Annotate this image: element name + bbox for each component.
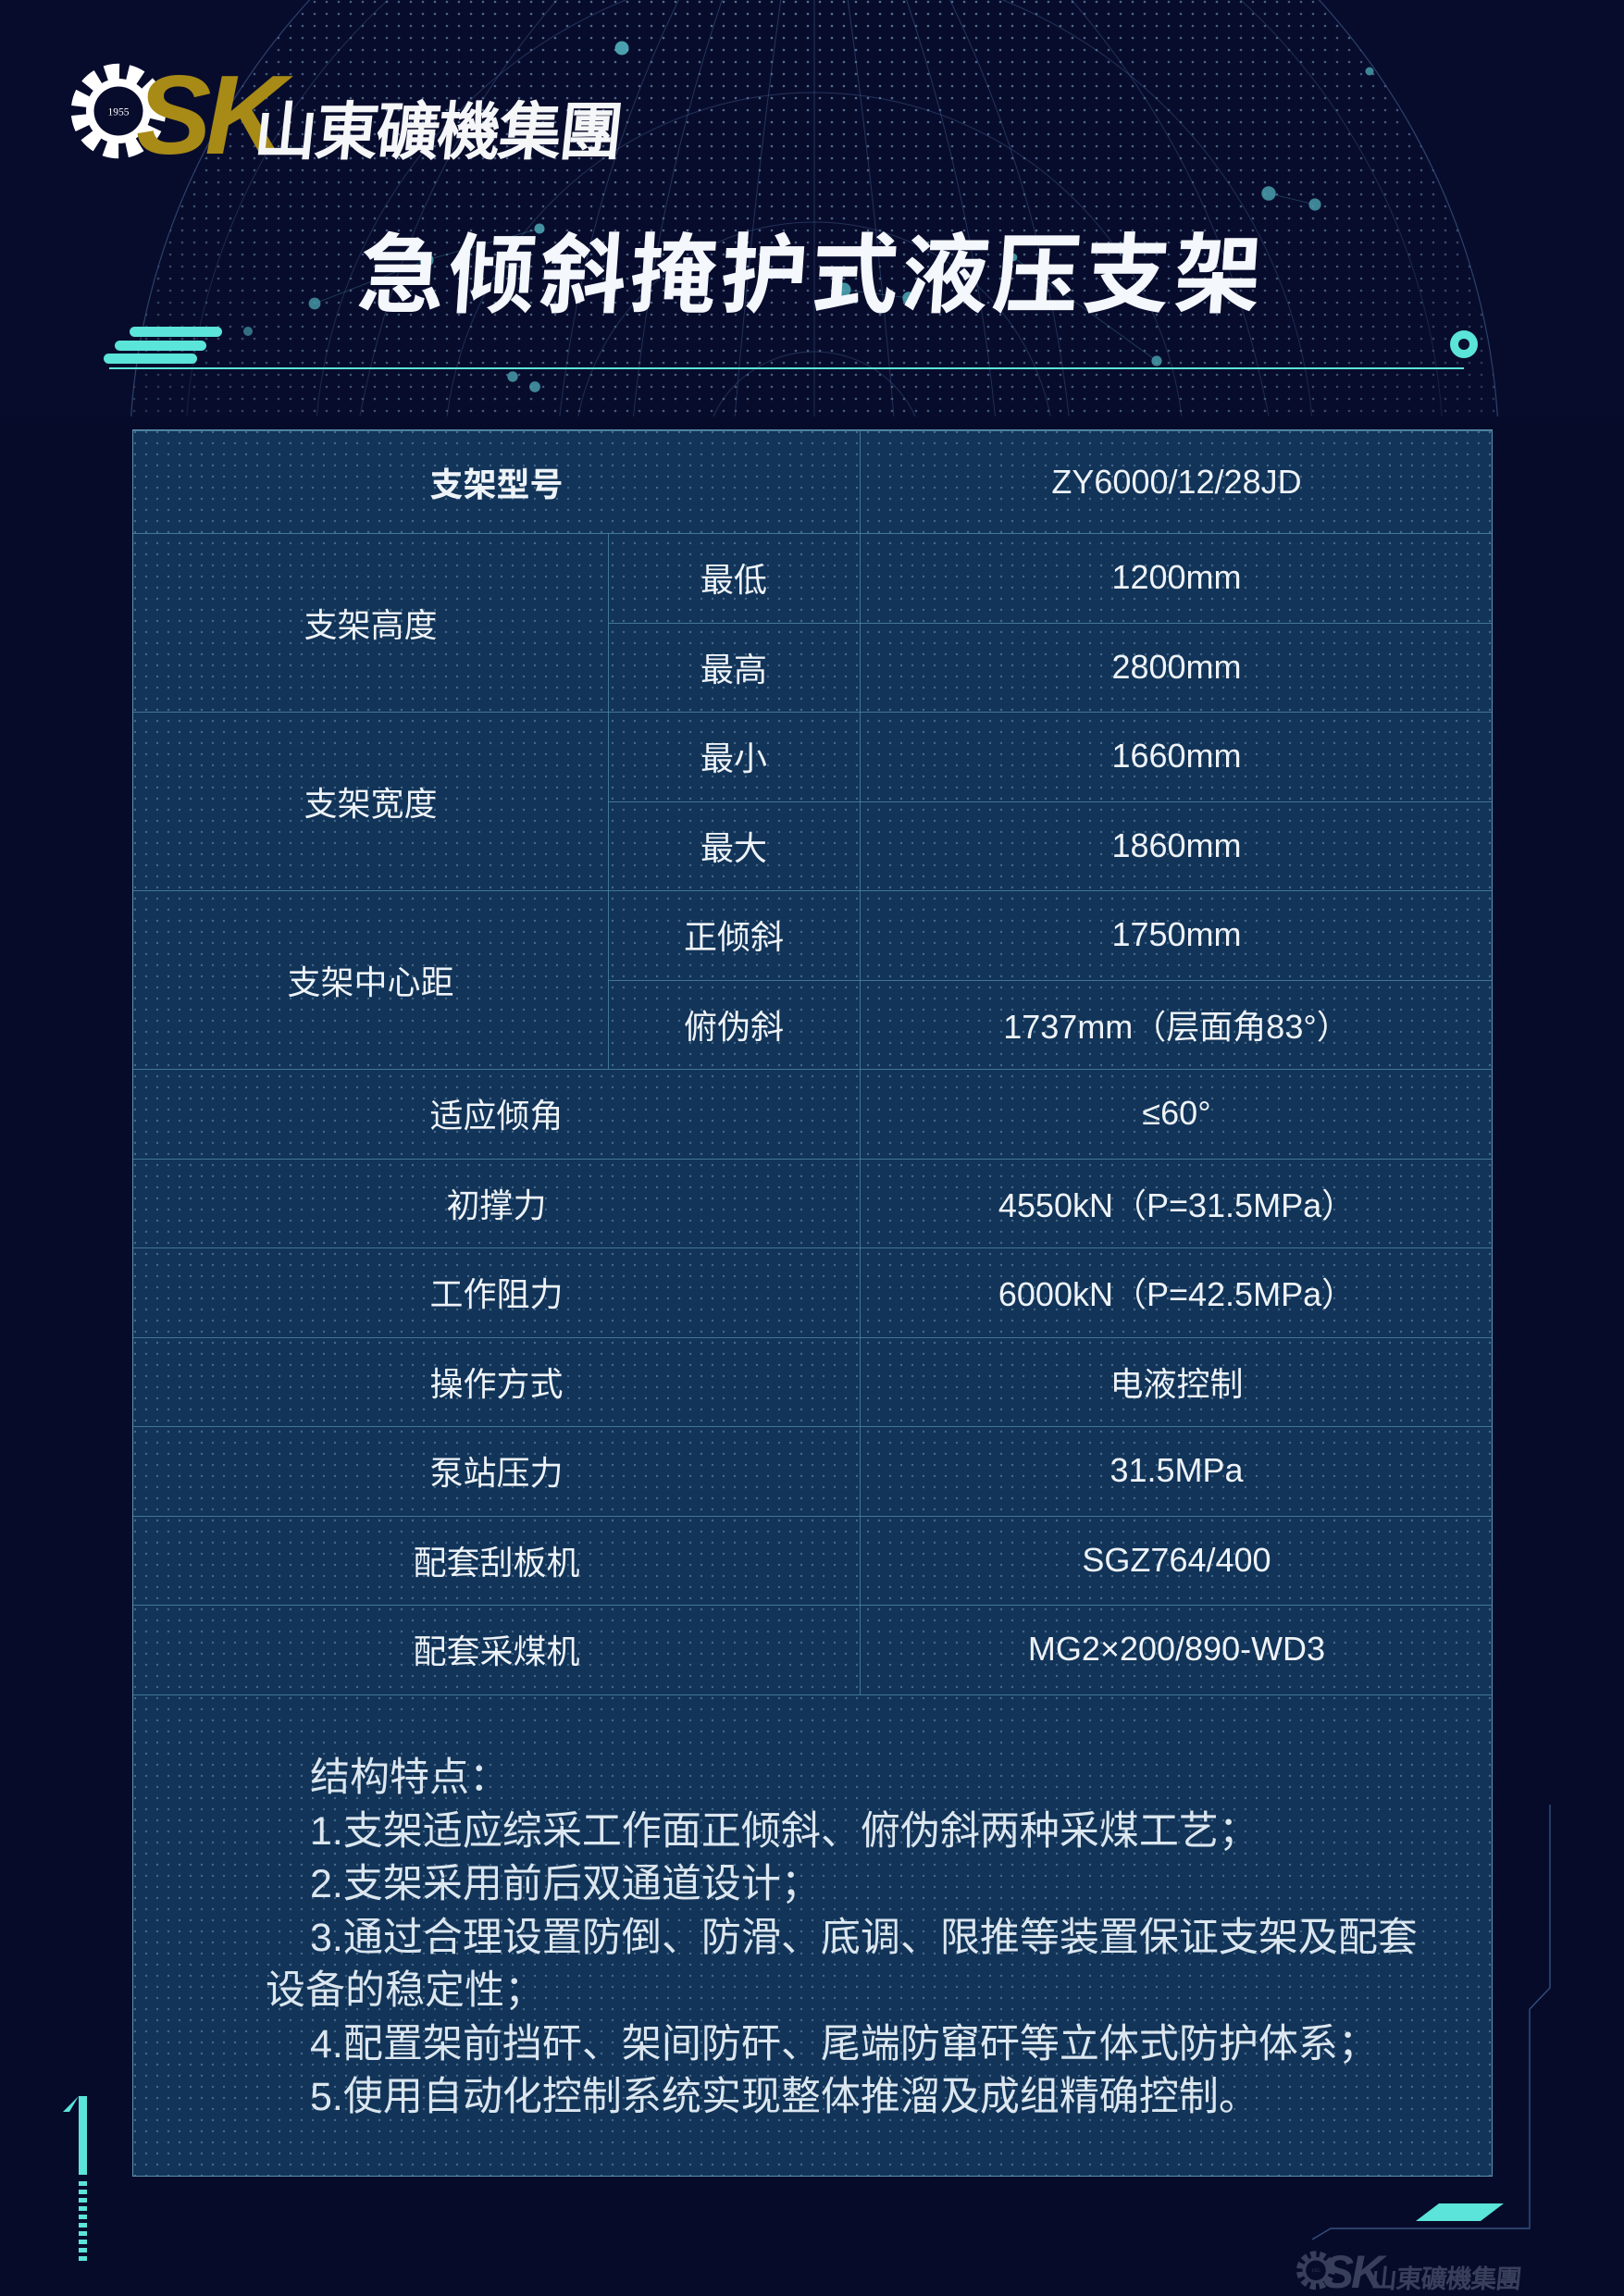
svg-text:1955: 1955 bbox=[108, 107, 130, 118]
svg-text:1955: 1955 bbox=[1311, 2269, 1320, 2274]
svg-text:山東礦機集團: 山東礦機集團 bbox=[1370, 2265, 1522, 2294]
svg-text:山東礦機集團: 山東礦機集團 bbox=[251, 97, 625, 168]
